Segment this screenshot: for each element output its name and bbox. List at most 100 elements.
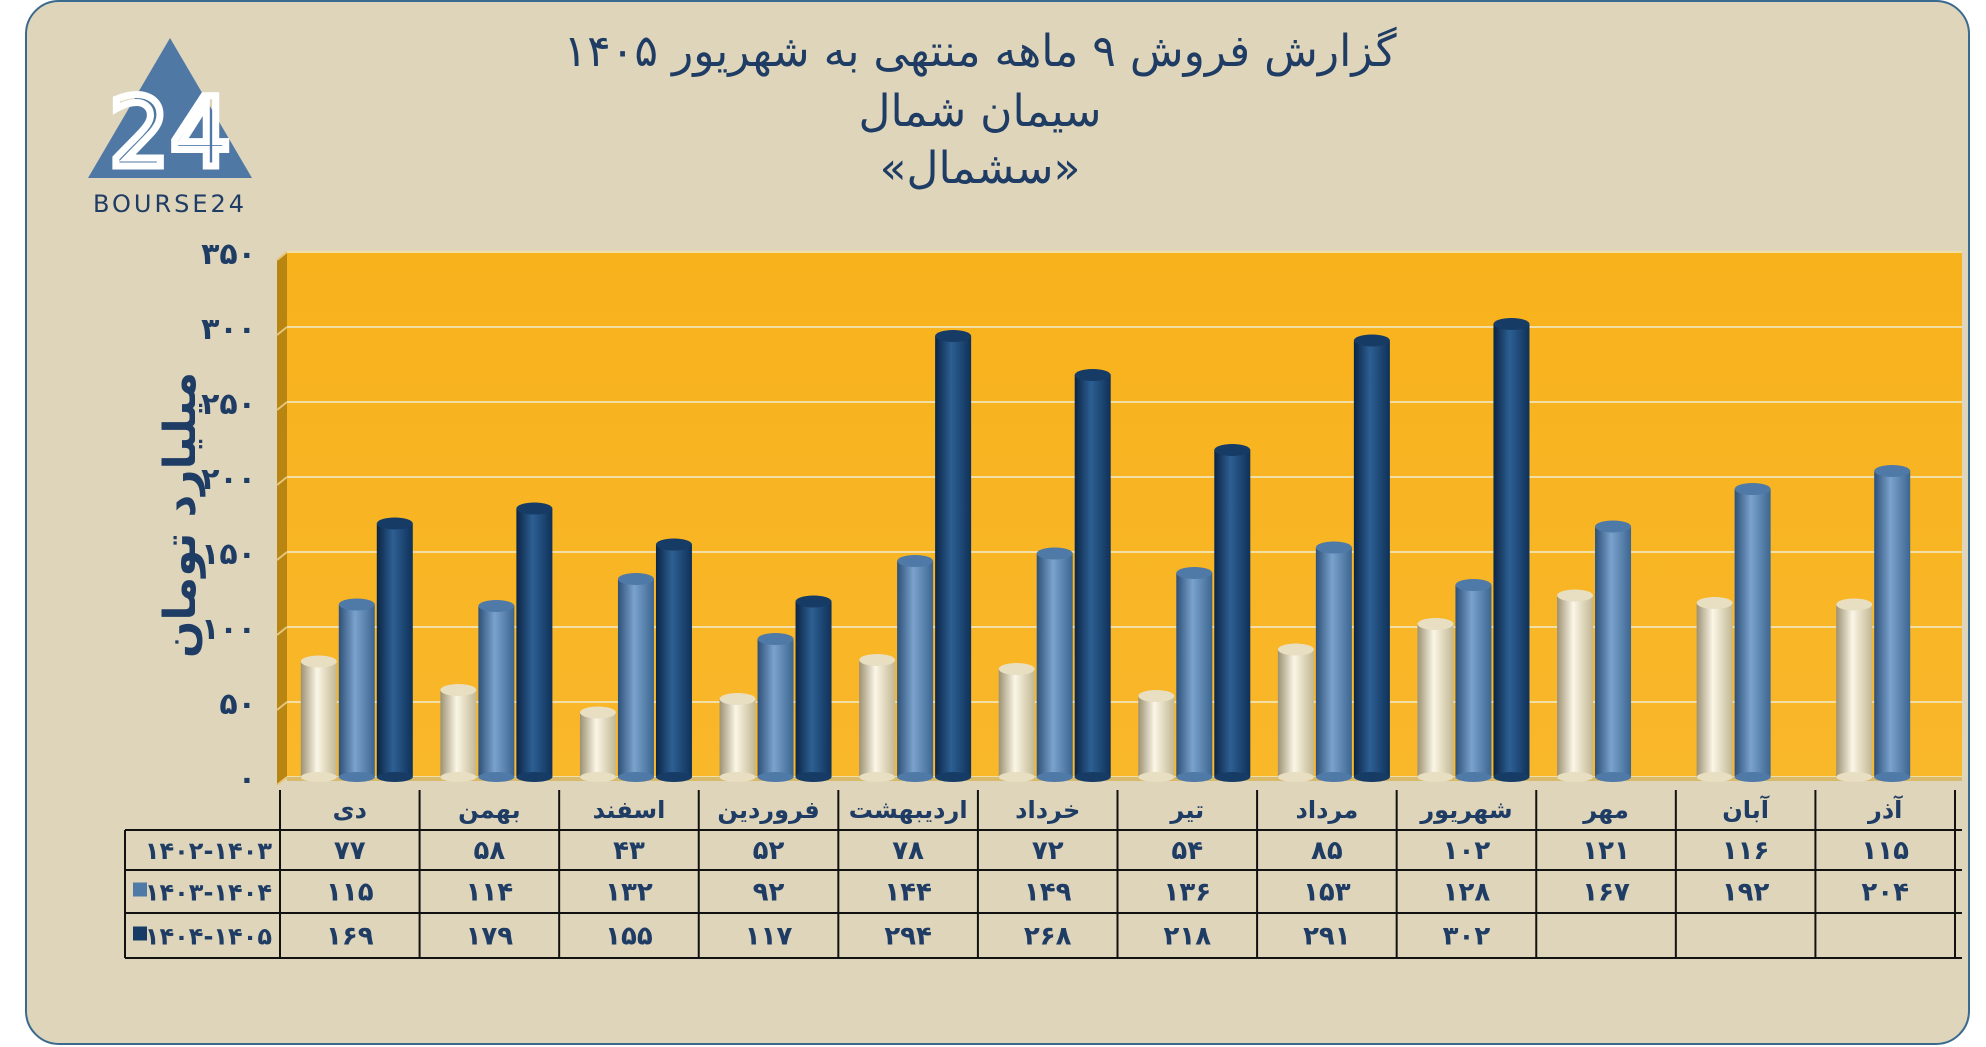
bar: [795, 595, 832, 782]
bar-cap: [859, 654, 896, 666]
y-tick-label: ۱۵۰: [201, 537, 256, 572]
bar-body: [719, 699, 756, 777]
bar-base: [440, 772, 477, 782]
bar-base: [376, 772, 413, 782]
gridline-side: [276, 401, 288, 411]
series-name: ۱۴۰۳-۱۴۰۴: [145, 879, 272, 907]
plot-area: [287, 252, 1962, 777]
y-tick-label: ۲۵۰: [201, 387, 256, 422]
category-label: مهر: [1582, 796, 1629, 824]
bar-cap: [655, 538, 692, 551]
bar-cap: [617, 573, 654, 585]
bar-body: [757, 639, 794, 777]
bar: [1734, 483, 1771, 782]
bar: [579, 706, 616, 782]
data-label: ۲۰۴: [1861, 878, 1909, 908]
bar-cap: [440, 684, 477, 696]
bar-base: [1315, 772, 1352, 782]
bourse24-logo: 24 BOURSE24: [88, 38, 252, 218]
bar: [1176, 567, 1213, 782]
bar-body: [1315, 547, 1352, 777]
bar-cap: [795, 595, 832, 608]
legend-key: [133, 926, 147, 941]
y-tick-label: ۵۰: [219, 687, 256, 722]
bar-base: [1557, 772, 1594, 782]
data-label: ۱۴۹: [1024, 878, 1072, 908]
bar-cap: [719, 693, 756, 705]
bar-base: [1696, 772, 1733, 782]
plot-side-wall: [277, 252, 287, 785]
bar: [300, 655, 337, 782]
data-label: ۳۰۲: [1443, 922, 1491, 952]
bar-base: [579, 772, 616, 782]
data-label: ۱۶۷: [1582, 878, 1630, 908]
bar: [1214, 444, 1251, 782]
bar-cap: [998, 663, 1035, 675]
data-label: ۱۹۲: [1722, 878, 1770, 908]
bar-body: [1734, 489, 1771, 777]
bar-cap: [376, 517, 413, 530]
data-label: ۱۱۵: [1861, 836, 1909, 866]
bar-cap: [300, 655, 337, 668]
data-label: ۷۸: [892, 836, 924, 866]
bar-cap: [338, 598, 375, 611]
bar-cap: [897, 555, 934, 567]
bar-body: [338, 604, 375, 777]
data-label: ۸۵: [1311, 836, 1343, 866]
bar-cap: [1734, 483, 1771, 495]
bar: [719, 693, 756, 782]
bar-body: [935, 336, 972, 777]
bar-base: [1353, 772, 1390, 782]
bar: [1455, 579, 1492, 782]
data-label: ۵۸: [474, 836, 506, 866]
title-line-3: «سشمال»: [879, 143, 1081, 194]
bar-body: [897, 561, 934, 777]
bar-base: [1277, 772, 1314, 782]
data-label: ۱۵۵: [605, 922, 653, 952]
bar: [1493, 318, 1530, 782]
bar: [338, 598, 375, 782]
category-label: فروردین: [717, 796, 819, 824]
bar-base: [1176, 772, 1213, 782]
bar-cap: [1036, 547, 1073, 560]
bar-body: [1455, 585, 1492, 777]
bar-cap: [1074, 369, 1111, 381]
bar-body: [1493, 324, 1530, 777]
y-tick-label: ۱۰۰: [201, 612, 256, 647]
data-label: ۱۳۶: [1163, 878, 1211, 908]
title-line-2: سیمان شمال: [858, 86, 1102, 137]
data-label: ۴۳: [613, 836, 645, 866]
bar-body: [1353, 340, 1390, 777]
data-label: ۱۰۲: [1443, 836, 1491, 866]
bar: [1595, 520, 1632, 782]
data-label: ۱۳۲: [605, 878, 653, 908]
data-label: ۱۱۶: [1722, 836, 1770, 866]
bar-cap: [1176, 567, 1213, 579]
bar: [376, 517, 413, 782]
series-name: ۱۴۰۴-۱۴۰۵: [145, 923, 272, 951]
bar-base: [859, 772, 896, 782]
data-label: ۱۲۸: [1443, 878, 1491, 908]
logo-triangle-icon: [88, 38, 252, 178]
y-tick-label: ۳۰۰: [201, 312, 256, 347]
bar-cap: [1696, 597, 1733, 609]
category-label: شهریور: [1419, 796, 1512, 824]
bar-body: [1277, 649, 1314, 777]
y-tick-label: ۰: [238, 762, 256, 797]
bar-base: [719, 772, 756, 782]
bar-body: [1036, 553, 1073, 777]
bar-cap: [478, 600, 515, 612]
data-label: ۱۲۱: [1582, 836, 1630, 866]
data-label: ۲۶۸: [1024, 922, 1072, 952]
gridline-side: [276, 326, 288, 336]
bar-body: [1138, 696, 1175, 777]
category-label: آذر: [1867, 795, 1903, 824]
bar: [935, 330, 972, 782]
bar-base: [1595, 772, 1632, 782]
bar-cap: [935, 330, 972, 342]
category-label: مرداد: [1296, 796, 1359, 824]
title-line-1: گزارش فروش ۹ ماهه منتهی به شهریور ۱۴۰۵: [563, 26, 1397, 77]
gridline-side: [276, 551, 288, 561]
bar-body: [376, 523, 413, 777]
gridline-side: [276, 776, 288, 786]
